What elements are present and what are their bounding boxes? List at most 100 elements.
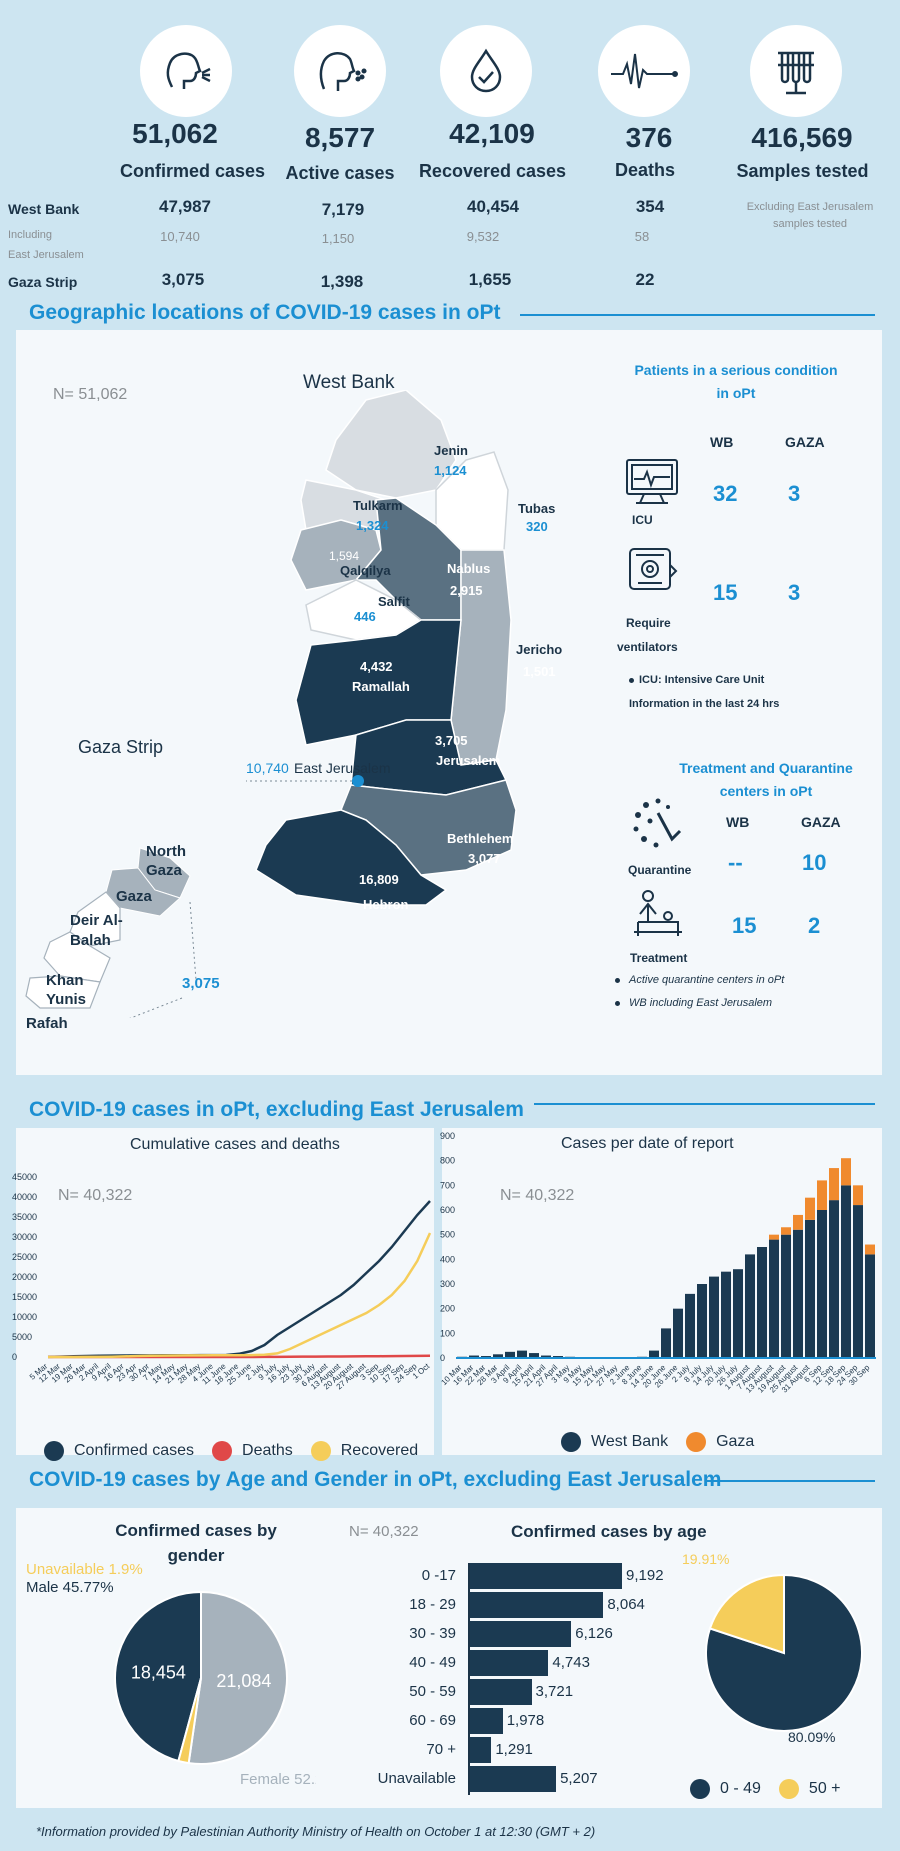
- age-pie-percent-label: 80.09%: [788, 1729, 835, 1745]
- age-bar-value-label: 1,291: [495, 1741, 533, 1758]
- icu-wb-value: 32: [713, 481, 738, 506]
- cum-y-tick: 30000: [12, 1232, 37, 1242]
- gaza-recovered: 1,655: [468, 270, 512, 289]
- gaza-region-label-gaza: Gaza: [116, 888, 152, 905]
- daily-y-tick: 400: [440, 1254, 455, 1264]
- treatment-title-line2: centers in oPt: [719, 783, 813, 799]
- treatment-note-1-bullet: [615, 978, 620, 983]
- age-bar: [470, 1621, 572, 1647]
- tulkarm-value: 1,324: [356, 518, 389, 533]
- daily-legend: West Bank Gaza: [561, 1432, 772, 1452]
- age-chart-title: Confirmed cases by age: [511, 1522, 707, 1541]
- geo-section-title: Geographic locations of COVID-19 cases i…: [29, 301, 501, 324]
- age-bar-category-label: 18 - 29: [409, 1596, 456, 1613]
- age-pie-legend: 0 - 49 50 +: [690, 1779, 859, 1799]
- age-bar-value-label: 5,207: [560, 1770, 598, 1787]
- daily-bar-west-bank: [721, 1271, 731, 1358]
- daily-bar-west-bank: [757, 1247, 767, 1358]
- icu-label: ICU: [632, 513, 653, 527]
- age-bar-category-label: 60 - 69: [409, 1712, 456, 1729]
- heartbeat-line-icon-wrap: [598, 25, 690, 117]
- active-number: 8,577: [304, 122, 376, 153]
- gaza-region-label-rafah: Rafah: [26, 1015, 68, 1032]
- cum-y-tick: 40000: [12, 1192, 37, 1202]
- gender-pie-value-label: 21,084: [216, 1671, 271, 1691]
- cum-series-line-2: [48, 1232, 432, 1359]
- age-bar: [470, 1679, 532, 1705]
- cum-y-tick: 15000: [12, 1292, 37, 1302]
- gender-pie-percent-label: Female 52.29%: [240, 1771, 316, 1788]
- ventilator-icon: [629, 548, 678, 590]
- gaza-active: 1,398: [320, 272, 364, 291]
- gender-pie-slice-2: [177, 1677, 202, 1765]
- daily-bar-gaza: [865, 1244, 875, 1255]
- cases-title-rule: [534, 1103, 875, 1105]
- footer-note: *Information provided by Palestinian Aut…: [36, 1824, 596, 1839]
- gender-pie-percent-label: Unavailable 1.9%: [26, 1561, 143, 1578]
- legend-west-bank: West Bank: [561, 1432, 668, 1452]
- gender-chart-title: Confirmed cases by gender: [96, 1518, 296, 1568]
- daily-bar-west-bank: [805, 1219, 815, 1358]
- water-drop-check-icon-wrap: [440, 25, 532, 117]
- age-bar-value-label: 4,743: [552, 1654, 590, 1671]
- daily-bar-west-bank: [793, 1229, 803, 1358]
- age-bar-value-label: 8,064: [607, 1596, 645, 1613]
- recovered-label: Recovered cases: [418, 161, 567, 181]
- tulkarm-label: Tulkarm: [353, 498, 403, 513]
- daily-bar-gaza: [793, 1214, 803, 1230]
- hebron-value: 16,809: [359, 872, 399, 887]
- quarantine-label: Quarantine: [628, 863, 692, 877]
- geo-title-rule: [520, 314, 875, 316]
- daily-bar-west-bank: [529, 1353, 539, 1358]
- samples-number: 416,569: [751, 122, 853, 153]
- wb-deaths: 354: [635, 197, 665, 216]
- jerusalem-label: Jerusalem: [436, 753, 501, 768]
- treatment-col-wb: WB: [726, 814, 750, 830]
- gaza-region-label-khan: Khan Yunis: [46, 972, 87, 1008]
- wb-confirmed: 47,987: [159, 197, 211, 216]
- cases-section-title: COVID-19 cases in oPt, excluding East Je…: [29, 1098, 524, 1121]
- age-gender-panel: Confirmed cases by gender N= 40,322 Conf…: [16, 1508, 882, 1808]
- jenin-value: 1,124: [434, 463, 467, 478]
- bethlehem-label: Bethlehem: [447, 831, 514, 846]
- salfit-label: Salfit: [378, 594, 410, 609]
- water-drop-check-icon: [470, 48, 502, 93]
- treatment-col-gaza: GAZA: [801, 814, 841, 830]
- treatment-label: Treatment: [630, 951, 688, 965]
- daily-bar-gaza: [853, 1185, 863, 1206]
- sneeze-person-icon-wrap: [294, 25, 386, 117]
- daily-bar-gaza: [781, 1227, 791, 1235]
- ej-confirmed: 10,740: [160, 229, 200, 244]
- daily-bar-west-bank: [541, 1355, 551, 1358]
- nablus-label: Nablus: [447, 561, 491, 576]
- hebron-region: [255, 809, 448, 906]
- tubas-label: Tubas: [518, 501, 556, 516]
- cum-y-tick: 45000: [12, 1172, 37, 1182]
- age-bar-value-label: 1,978: [506, 1712, 545, 1729]
- legend-deaths: Deaths: [212, 1441, 293, 1461]
- gaza-deaths: 22: [635, 270, 655, 289]
- legend-recovered-label: Recovered: [340, 1442, 419, 1459]
- gaza-strip-map: [25, 847, 197, 1018]
- daily-bar-west-bank: [649, 1350, 659, 1358]
- serious-title-line1: Patients in a serious condition: [634, 362, 838, 378]
- ramallah-region: [295, 619, 462, 746]
- cumulative-panel: [16, 1128, 434, 1455]
- daily-bar-gaza: [769, 1234, 779, 1240]
- treatment-wb-value: 15: [732, 913, 757, 938]
- serious-col-gaza: GAZA: [785, 434, 825, 450]
- legend-50-plus-label: 50 +: [808, 1780, 841, 1797]
- serious-col-wb: WB: [710, 434, 734, 450]
- cum-y-tick: 0: [12, 1352, 17, 1362]
- legend-confirmed-label: Confirmed cases: [74, 1442, 195, 1459]
- treatment-gaza-value: 2: [808, 913, 821, 938]
- age-bar: [470, 1708, 503, 1734]
- deaths-label: Deaths: [614, 160, 676, 180]
- legend-confirmed: Confirmed cases: [44, 1441, 194, 1461]
- gaza-total-value: 3,075: [182, 975, 220, 992]
- cumulative-chart-title: Cumulative cases and deaths: [130, 1136, 340, 1153]
- row-label-including: Including: [8, 229, 53, 241]
- west-bank-map-title: West Bank: [303, 372, 395, 393]
- gaza-map-title: Gaza Strip: [78, 737, 164, 757]
- daily-y-tick: 700: [440, 1180, 455, 1190]
